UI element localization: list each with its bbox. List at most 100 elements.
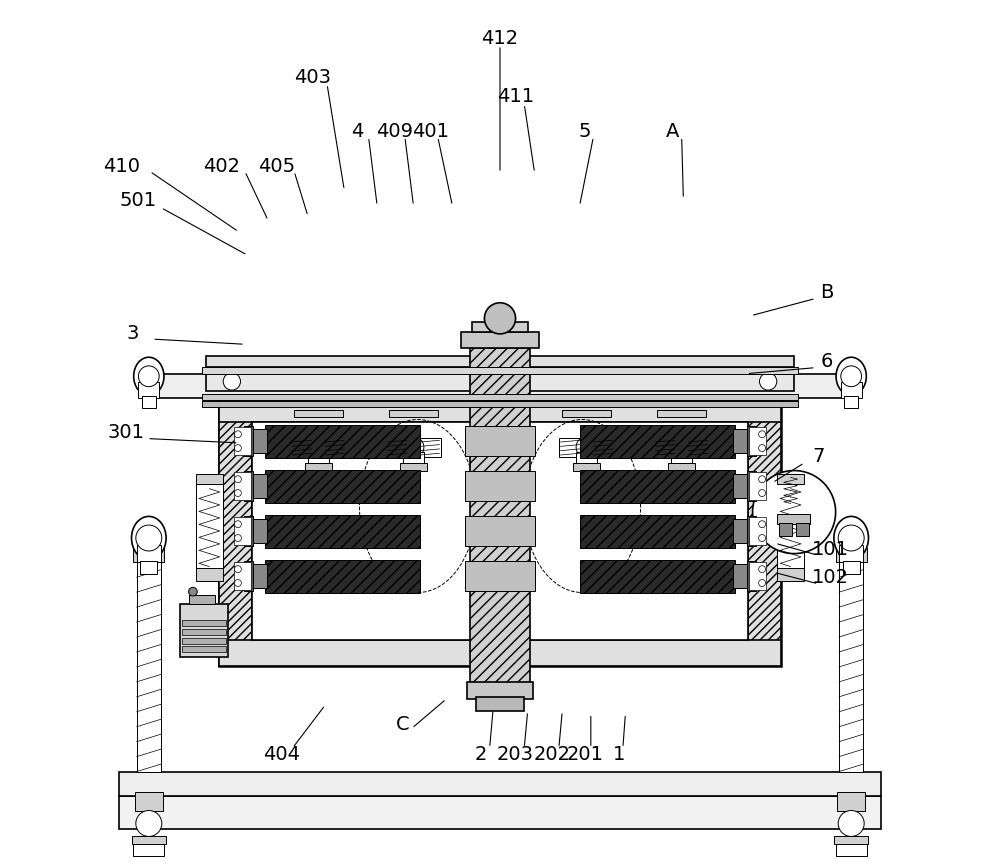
Bar bbox=[252, 564, 267, 588]
Circle shape bbox=[223, 373, 240, 390]
Bar bbox=[138, 382, 159, 398]
Bar bbox=[419, 438, 441, 457]
Bar bbox=[733, 429, 748, 453]
Bar bbox=[324, 438, 346, 457]
Circle shape bbox=[838, 811, 864, 836]
Bar bbox=[580, 560, 735, 593]
Bar bbox=[244, 471, 253, 501]
Bar bbox=[580, 425, 735, 458]
Bar bbox=[749, 562, 766, 590]
Bar bbox=[777, 484, 804, 571]
Circle shape bbox=[234, 521, 241, 528]
Circle shape bbox=[234, 580, 241, 586]
Bar bbox=[219, 389, 781, 422]
Bar bbox=[244, 561, 253, 591]
Bar bbox=[234, 427, 251, 455]
Bar bbox=[470, 348, 530, 685]
Bar bbox=[206, 356, 794, 367]
Text: 101: 101 bbox=[812, 540, 849, 559]
Circle shape bbox=[484, 303, 516, 334]
Circle shape bbox=[403, 437, 424, 458]
Bar bbox=[465, 471, 535, 501]
Text: 409: 409 bbox=[376, 122, 413, 141]
Bar bbox=[777, 514, 810, 524]
Bar bbox=[202, 367, 798, 374]
Circle shape bbox=[308, 437, 329, 458]
Bar bbox=[733, 474, 748, 498]
Text: 203: 203 bbox=[497, 745, 534, 764]
Bar bbox=[265, 560, 420, 593]
Bar bbox=[182, 629, 226, 635]
Bar bbox=[189, 595, 215, 604]
Circle shape bbox=[759, 431, 766, 438]
Bar bbox=[294, 410, 343, 417]
Bar bbox=[252, 422, 748, 640]
Bar bbox=[119, 772, 881, 796]
Circle shape bbox=[234, 431, 241, 438]
Circle shape bbox=[234, 490, 241, 497]
Bar bbox=[305, 463, 332, 471]
Bar bbox=[465, 561, 535, 591]
Bar bbox=[219, 640, 781, 666]
Circle shape bbox=[136, 811, 162, 836]
Bar bbox=[747, 471, 756, 501]
Bar bbox=[796, 523, 809, 536]
Bar bbox=[196, 484, 223, 571]
Ellipse shape bbox=[132, 516, 166, 560]
Bar bbox=[142, 396, 156, 408]
Bar bbox=[206, 372, 794, 391]
Circle shape bbox=[753, 471, 836, 554]
Text: 2: 2 bbox=[475, 745, 487, 764]
Bar bbox=[158, 374, 842, 398]
Bar bbox=[465, 516, 535, 546]
Circle shape bbox=[671, 437, 692, 458]
Circle shape bbox=[759, 566, 766, 573]
Text: B: B bbox=[820, 283, 834, 302]
Bar bbox=[749, 472, 766, 500]
Circle shape bbox=[760, 373, 777, 390]
Text: 411: 411 bbox=[497, 87, 534, 106]
Bar bbox=[777, 474, 804, 484]
Bar bbox=[265, 515, 420, 548]
Circle shape bbox=[234, 535, 241, 541]
Text: 7: 7 bbox=[812, 447, 825, 466]
Bar bbox=[668, 463, 695, 471]
Bar bbox=[234, 517, 251, 545]
Bar bbox=[465, 426, 535, 456]
Text: 404: 404 bbox=[264, 745, 301, 764]
Bar bbox=[839, 562, 863, 772]
Bar bbox=[244, 426, 253, 456]
Circle shape bbox=[759, 445, 766, 452]
Bar bbox=[133, 844, 164, 856]
Bar bbox=[559, 438, 581, 457]
Bar bbox=[476, 697, 524, 711]
Circle shape bbox=[138, 366, 159, 387]
Ellipse shape bbox=[134, 357, 164, 395]
Circle shape bbox=[759, 476, 766, 483]
Bar bbox=[137, 562, 161, 772]
Bar bbox=[291, 438, 313, 457]
Circle shape bbox=[759, 535, 766, 541]
Bar bbox=[219, 389, 252, 666]
Bar bbox=[843, 561, 860, 574]
Bar bbox=[733, 564, 748, 588]
Bar bbox=[472, 322, 528, 332]
Circle shape bbox=[189, 587, 197, 596]
Bar bbox=[308, 452, 329, 463]
Text: 401: 401 bbox=[412, 122, 449, 141]
Bar bbox=[654, 438, 676, 457]
Text: 5: 5 bbox=[579, 122, 591, 141]
Bar bbox=[461, 332, 539, 348]
Bar bbox=[119, 796, 881, 829]
Bar bbox=[749, 517, 766, 545]
Text: 410: 410 bbox=[103, 157, 140, 176]
Bar bbox=[244, 516, 253, 546]
Text: 6: 6 bbox=[821, 352, 833, 371]
Bar bbox=[137, 545, 161, 562]
Bar bbox=[467, 682, 533, 699]
Text: 301: 301 bbox=[108, 423, 145, 442]
Bar bbox=[135, 792, 163, 811]
Bar bbox=[836, 548, 867, 562]
Text: 1: 1 bbox=[613, 745, 626, 764]
Bar bbox=[180, 604, 228, 657]
